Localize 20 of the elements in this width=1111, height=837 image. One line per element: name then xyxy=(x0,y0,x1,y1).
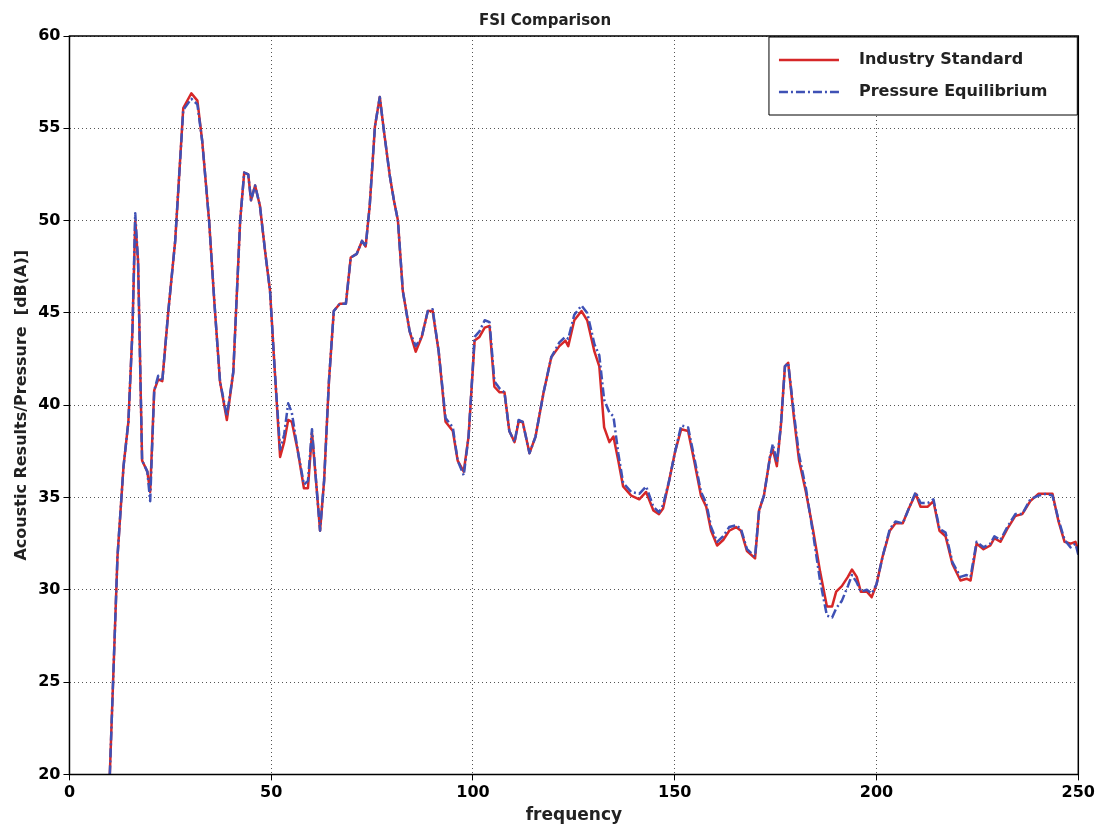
y-axis-title: Acoustic Results/Pressure [dB(A)] xyxy=(10,249,30,561)
y-tick-label: 25 xyxy=(38,671,61,691)
y-tick-label: 45 xyxy=(38,302,61,322)
y-tick-label: 20 xyxy=(38,763,61,783)
y-tick-label: 35 xyxy=(38,486,61,506)
x-axis-title: frequency xyxy=(525,804,623,825)
x-tick-label: 200 xyxy=(859,782,894,802)
y-tick-label: 50 xyxy=(38,209,61,229)
legend-label: Industry Standard xyxy=(858,49,1024,69)
x-tick-label: 150 xyxy=(658,782,692,802)
chart-title: FSI Comparison xyxy=(478,10,612,29)
x-tick-label: 250 xyxy=(1061,782,1095,802)
y-tick-label: 60 xyxy=(38,25,61,45)
legend-label: Pressure Equilibrium xyxy=(858,81,1048,101)
x-tick-label: 0 xyxy=(63,782,76,802)
x-tick-label: 50 xyxy=(260,782,283,802)
x-tick-label: 100 xyxy=(456,782,490,802)
y-tick-label: 40 xyxy=(38,394,61,414)
y-tick-label: 55 xyxy=(38,117,61,137)
y-tick-label: 30 xyxy=(38,578,61,598)
